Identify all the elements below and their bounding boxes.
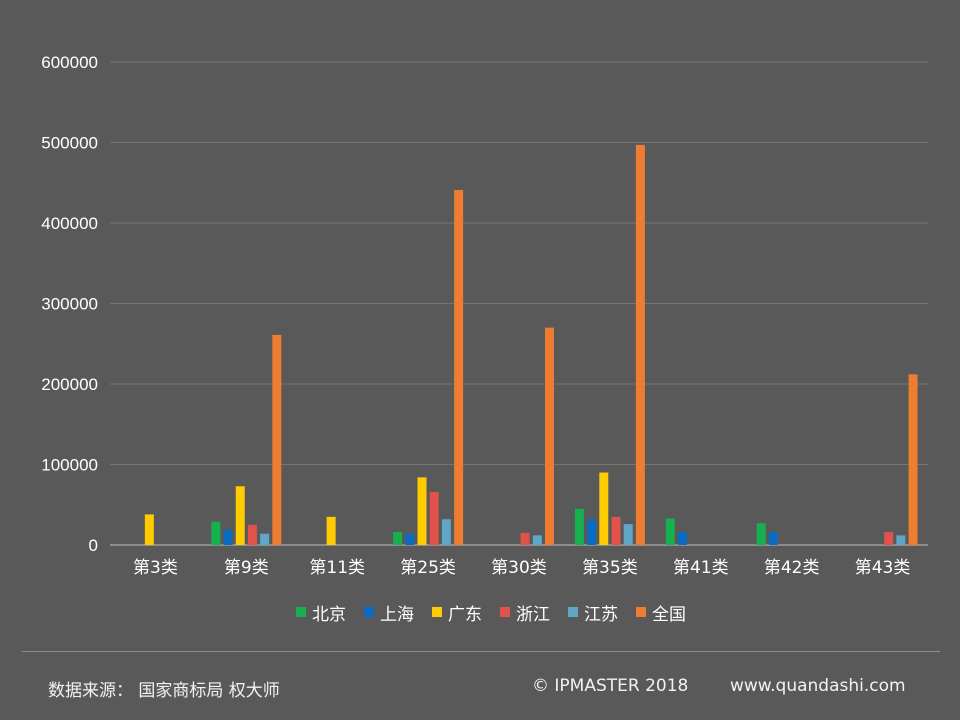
legend-swatch — [364, 607, 374, 617]
bar-6-1 — [574, 508, 584, 545]
bar-7-1 — [665, 518, 675, 545]
legend-label: 浙江 — [516, 605, 550, 625]
bar-6-6 — [635, 144, 645, 546]
bar-1-3 — [144, 514, 154, 545]
bar-2-6 — [272, 334, 282, 545]
bar-8-1 — [756, 523, 766, 545]
bar-8-2 — [768, 532, 778, 545]
copyright-text: © IPMASTER 2018 — [532, 676, 689, 696]
x-tick-label: 第41类 — [673, 558, 729, 578]
bar-9-5 — [896, 535, 906, 545]
legend-swatch — [636, 607, 646, 617]
bar-6-5 — [623, 524, 633, 545]
bar-9-4 — [884, 532, 894, 545]
bar-2-3 — [235, 486, 245, 545]
y-tick-label: 300000 — [41, 295, 98, 314]
x-axis: 第3类 第9类 第11类 第25类 第30类 第35类 第41类 第42类 第43类 — [133, 558, 910, 578]
bar-4-5 — [441, 519, 451, 545]
x-tick-label: 第11类 — [309, 558, 365, 578]
bar-5-5 — [532, 535, 542, 545]
y-tick-label: 100000 — [41, 456, 98, 475]
bar-7-2 — [677, 532, 687, 545]
bar-2-5 — [260, 533, 270, 545]
y-tick-label: 500000 — [41, 134, 98, 153]
bar-4-3 — [417, 477, 427, 545]
y-tick-label: 600000 — [41, 53, 98, 72]
x-tick-label: 第35类 — [582, 558, 638, 578]
legend-label: 全国 — [652, 605, 686, 625]
bar-6-3 — [599, 472, 609, 545]
x-tick-label: 第43类 — [855, 558, 911, 578]
legend: 北京 上海 广东 浙江 江苏 全国 — [296, 605, 686, 625]
footer-divider — [22, 651, 940, 652]
bar-4-4 — [429, 491, 439, 545]
website-link[interactable]: www.quandashi.com — [730, 676, 906, 696]
bar-9-6 — [908, 374, 918, 545]
x-tick-label: 第25类 — [400, 558, 456, 578]
bar-chart: 0 100000 200000 300000 400000 500000 600000 第3… — [41, 53, 928, 625]
y-axis: 0 100000 200000 300000 400000 500000 600000 — [41, 53, 98, 555]
grid-lines — [110, 61, 928, 546]
bar-2-1 — [211, 521, 221, 545]
legend-label: 江苏 — [584, 605, 618, 625]
bar-4-6 — [454, 189, 464, 545]
bar-4-2 — [405, 533, 415, 545]
bar-5-6 — [545, 327, 554, 545]
bars — [144, 144, 918, 546]
bar-6-4 — [611, 516, 621, 545]
bar-2-2 — [223, 529, 233, 545]
x-tick-label: 第42类 — [764, 558, 820, 578]
legend-label: 北京 — [312, 605, 346, 625]
legend-swatch — [296, 607, 306, 617]
legend-swatch — [432, 607, 442, 617]
bar-3-3 — [326, 516, 336, 545]
legend-label: 上海 — [380, 605, 414, 625]
legend-swatch — [500, 607, 510, 617]
y-tick-label: 0 — [89, 536, 98, 555]
y-tick-label: 400000 — [41, 214, 98, 233]
bar-5-4 — [520, 532, 530, 545]
bar-6-2 — [587, 519, 597, 545]
legend-label: 广东 — [448, 605, 482, 625]
x-tick-label: 第3类 — [133, 558, 178, 578]
data-source-text: 数据来源： 国家商标局 权大师 — [48, 681, 280, 701]
x-tick-label: 第30类 — [491, 558, 547, 578]
x-tick-label: 第9类 — [224, 558, 269, 578]
y-tick-label: 200000 — [41, 375, 98, 394]
legend-swatch — [568, 607, 578, 617]
bar-2-4 — [247, 524, 257, 545]
bar-4-1 — [393, 532, 403, 545]
